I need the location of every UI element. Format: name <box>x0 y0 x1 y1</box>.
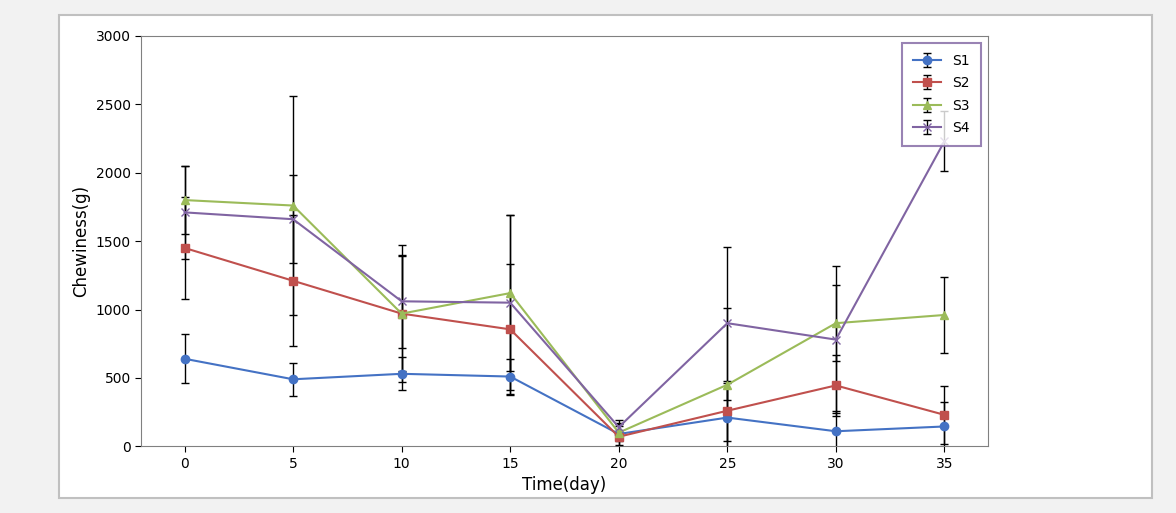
Y-axis label: Chewiness(g): Chewiness(g) <box>72 185 91 297</box>
Legend: S1, S2, S3, S4: S1, S2, S3, S4 <box>902 43 981 146</box>
X-axis label: Time(day): Time(day) <box>522 476 607 495</box>
